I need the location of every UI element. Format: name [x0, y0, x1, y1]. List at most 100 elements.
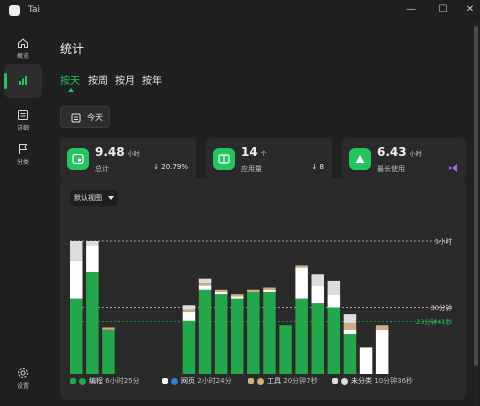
legend-time: 2小时24分 [197, 377, 232, 385]
legend-item[interactable]: 编程 6小时25分 [70, 376, 140, 386]
legend-item[interactable]: 网页 2小时24分 [162, 376, 232, 386]
sidebar-item-label: 详细 [16, 125, 29, 132]
bar-segment [214, 294, 228, 374]
bar-segment [182, 309, 196, 312]
bar-segment [327, 280, 341, 295]
bar-segment [247, 291, 260, 374]
sidebar-item-label: 概览 [16, 53, 29, 60]
bar-segment [247, 289, 260, 292]
legend-name: 编程 [89, 377, 106, 385]
bar-segment [86, 272, 99, 374]
bar-segment [182, 311, 196, 321]
sidebar-item-overview[interactable]: 概览 [4, 32, 42, 66]
longest-use-label: 最长使用 [377, 165, 405, 173]
bar-segment [263, 291, 276, 374]
sidebar-item-statistics[interactable] [4, 64, 42, 98]
app-count-change: ↓ 8 [311, 163, 324, 171]
bar-segment [375, 329, 389, 374]
bar-segment [343, 334, 357, 374]
reference-line-label: 1小时 [435, 237, 453, 246]
bar-segment [343, 329, 357, 335]
bar-segment [279, 325, 292, 374]
tab-week[interactable]: 按周 [88, 76, 108, 87]
bar-segment [198, 283, 212, 286]
longest-use-card: 6.43 小时 最长使用 [342, 138, 466, 180]
date-label: 今天 [87, 113, 103, 122]
bar-segment [198, 285, 212, 290]
date-picker-button[interactable]: 今天 [60, 106, 110, 128]
scrollbar-thumb[interactable] [474, 26, 478, 366]
category-icon [257, 377, 264, 385]
scrollbar[interactable] [474, 22, 478, 406]
bar-segment [231, 298, 244, 374]
bar-segment [86, 245, 99, 273]
bar-segment [311, 303, 324, 374]
calendar-icon [71, 113, 81, 123]
longest-use-value: 6.43 小时 [377, 145, 422, 159]
legend-time: 10分钟36秒 [374, 377, 414, 385]
app-title: Tai [28, 5, 41, 15]
sidebar-item-categories[interactable]: 分类 [4, 138, 42, 172]
legend-item[interactable]: 工具 20分钟7秒 [248, 376, 318, 386]
legend-item[interactable]: 未分类 10分钟36秒 [332, 376, 413, 386]
visual-studio-icon [449, 164, 457, 172]
triangle-up-icon [349, 148, 371, 170]
maximize-button[interactable]: ☐ [438, 4, 448, 15]
app-count-value: 14 个 [241, 145, 267, 159]
usage-chart-panel: 默认视图 1小时30分钟23分钟41秒012345678910111213141… [60, 178, 466, 400]
home-icon [18, 38, 28, 48]
bar-segment [214, 291, 228, 295]
total-time-label: 总计 [95, 165, 109, 173]
chart-view-label: 默认视图 [74, 194, 102, 202]
main-content: 统计 按天 按周 按月 按年 今天 9.48 小时 总计 ↓ 20.79% 14 个… [46, 22, 480, 406]
tab-active-indicator [68, 88, 74, 92]
bar-segment [231, 296, 244, 299]
bar-segment [263, 287, 276, 290]
bar-segment [102, 329, 115, 374]
page-title: 统计 [60, 42, 85, 56]
bar-segment [327, 294, 341, 308]
bar-segment [70, 298, 83, 374]
title-bar: Tai — ☐ ✕ [0, 0, 480, 22]
legend-time: 20分钟7秒 [283, 377, 318, 385]
bar-segment [231, 294, 244, 297]
close-button[interactable]: ✕ [465, 4, 475, 15]
bar-segment [86, 241, 99, 246]
legend-name: 网页 [181, 377, 198, 385]
chart-view-select[interactable]: 默认视图 [70, 190, 118, 206]
category-icon [171, 377, 178, 385]
total-time-change: ↓ 20.79% [153, 163, 188, 171]
total-time-value: 9.48 小时 [95, 145, 140, 159]
bar-segment [311, 274, 324, 286]
legend-swatch [248, 378, 254, 384]
sidebar-item-settings[interactable]: 设置 [4, 362, 42, 396]
bar-segment [375, 325, 389, 330]
bar-segment [198, 289, 212, 374]
category-icon [341, 377, 348, 385]
bar-segment [70, 241, 83, 261]
tab-month[interactable]: 按月 [115, 76, 135, 87]
minimize-button[interactable]: — [406, 4, 416, 15]
active-indicator [4, 73, 7, 89]
hourly-usage-chart: 1小时30分钟23分钟41秒01234567891011121314151617… [70, 237, 453, 374]
bar-segment [359, 347, 373, 374]
legend-swatch [70, 378, 76, 384]
sidebar-item-details[interactable]: 详细 [4, 104, 42, 138]
app-count-label: 应用量 [241, 165, 262, 173]
tab-year[interactable]: 按年 [142, 76, 162, 87]
flag-icon [19, 144, 28, 154]
bar-segment [295, 267, 308, 299]
app-count-card: 14 个 应用量 ↓ 8 [206, 138, 332, 180]
total-time-card: 9.48 小时 总计 ↓ 20.79% [60, 138, 196, 180]
bar-segment [295, 265, 308, 268]
category-icon [79, 377, 86, 385]
bar-segment [343, 323, 357, 330]
detail-icon [18, 110, 28, 120]
tab-day[interactable]: 按天 [60, 76, 80, 87]
bar-segment [70, 260, 83, 299]
legend-swatch [332, 378, 338, 384]
reference-line-label: 30分钟 [431, 303, 453, 312]
bar-segment [311, 285, 324, 304]
sidebar-item-label: 分类 [16, 159, 29, 166]
legend-time: 6小时25分 [105, 377, 140, 385]
